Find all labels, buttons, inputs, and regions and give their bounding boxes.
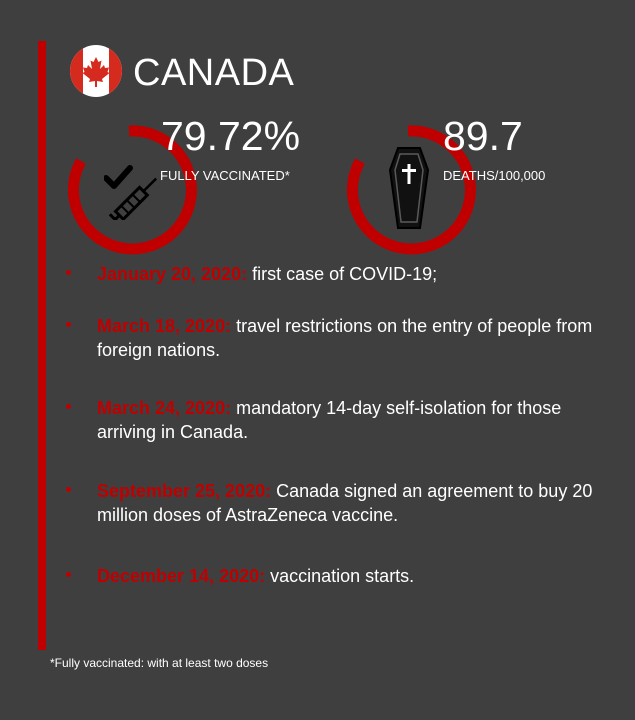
- accent-side-bar: [38, 41, 46, 650]
- timeline-event: December 14, 2020: vaccination starts.: [62, 564, 607, 588]
- vaccination-value: 79.72%: [161, 113, 301, 159]
- vaccination-label: FULLY VACCINATED*: [160, 168, 290, 183]
- deaths-label: DEATHS/100,000: [443, 168, 546, 183]
- deaths-value: 89.7: [443, 113, 523, 159]
- bullet-icon: [66, 572, 71, 577]
- bullet-icon: [66, 322, 71, 327]
- vaccination-ring: [67, 125, 197, 255]
- syringe-check-icon: [104, 165, 158, 220]
- country-title: CANADA: [133, 52, 295, 94]
- event-text: first case of COVID-19;: [252, 264, 438, 284]
- timeline-event: January 20, 2020: first case of COVID-19…: [62, 262, 607, 314]
- coffin-icon: [388, 147, 430, 229]
- timeline-event: September 25, 2020: Canada signed an agr…: [62, 479, 607, 564]
- bullet-icon: [66, 404, 71, 409]
- timeline-event: March 18, 2020: travel restrictions on t…: [62, 314, 607, 396]
- event-date: December 14, 2020:: [97, 566, 266, 586]
- event-text: travel restrictions on the entry of peop…: [97, 316, 593, 360]
- deaths-ring: [346, 125, 476, 255]
- bullet-icon: [66, 270, 71, 275]
- footnote: *Fully vaccinated: with at least two dos…: [50, 656, 269, 670]
- bullet-icon: [66, 487, 71, 492]
- event-date: March 18, 2020:: [97, 316, 232, 336]
- canada-flag-icon: [70, 45, 122, 97]
- timeline-event: March 24, 2020: mandatory 14-day self-is…: [62, 396, 607, 479]
- event-text: vaccination starts.: [270, 566, 415, 586]
- event-date: January 20, 2020:: [97, 264, 248, 284]
- event-date: September 25, 2020:: [97, 481, 272, 501]
- timeline-list: January 20, 2020: first case of COVID-19…: [62, 262, 607, 588]
- event-date: March 24, 2020:: [97, 398, 232, 418]
- event-text: mandatory 14-day self-isolation for thos…: [97, 398, 562, 442]
- event-text: Canada signed an agreement to buy 20 mil…: [97, 481, 593, 525]
